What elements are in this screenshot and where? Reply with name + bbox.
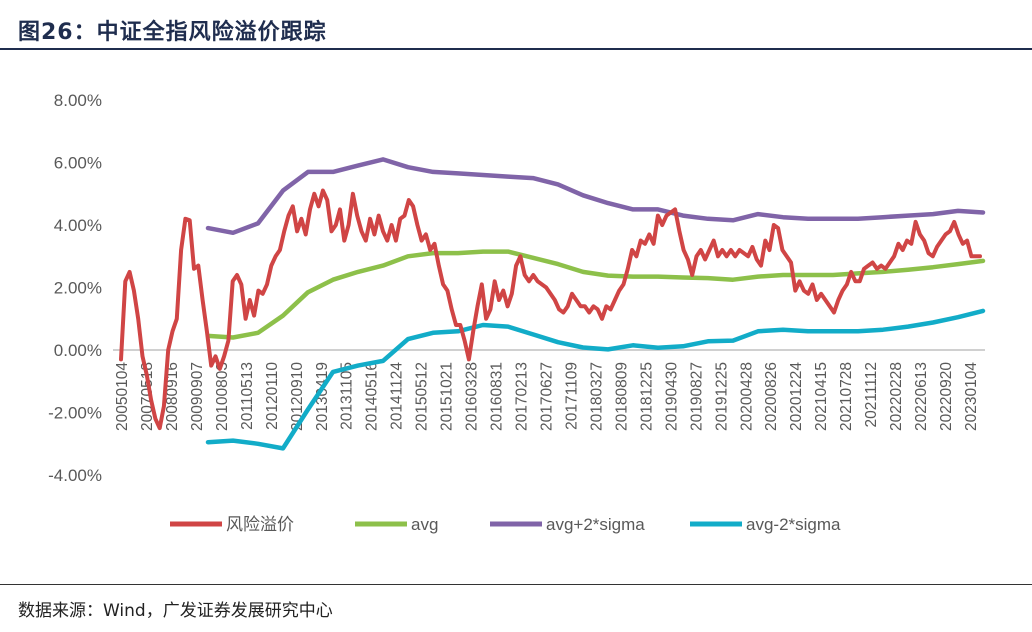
x-tick-label: 20201224 <box>788 362 805 431</box>
x-tick-label: 20191225 <box>713 362 730 431</box>
x-tick-label: 20150512 <box>414 362 431 431</box>
x-tick-label: 20141124 <box>389 362 406 430</box>
x-tick-label: 20230104 <box>963 362 980 431</box>
y-tick-label: 6.00% <box>54 154 102 173</box>
x-tick-label: 20070518 <box>139 362 156 431</box>
x-tick-label: 20131105 <box>339 362 356 430</box>
series-line-risk-premium <box>119 188 982 431</box>
y-axis: 8.00% 6.00% 4.00% 2.00% 0.00% -2.00% -4.00% <box>48 91 985 485</box>
legend: 风险溢价 avg avg+2*sigma avg-2*sigma <box>170 515 841 534</box>
x-tick-label: 20181225 <box>638 362 655 431</box>
y-tick-label: -2.00% <box>48 404 102 423</box>
x-tick-label: 20160831 <box>489 362 506 431</box>
legend-label: avg-2*sigma <box>746 515 841 534</box>
x-tick-label: 20220228 <box>888 362 905 431</box>
y-tick-label: 0.00% <box>54 341 102 360</box>
series-line-avg-minus-2sigma <box>205 308 986 451</box>
source-note: 数据来源：Wind，广发证券发展研究中心 <box>18 601 333 621</box>
x-tick-label: 20090907 <box>189 362 206 431</box>
x-tick-label: 20171109 <box>563 362 580 430</box>
x-tick-label: 20140516 <box>364 362 381 431</box>
y-tick-label: 8.00% <box>54 91 102 110</box>
series-line-avg-plus-2sigma <box>205 157 986 236</box>
x-tick-label: 20200826 <box>763 362 780 431</box>
legend-label: avg <box>411 515 438 534</box>
x-tick-label: 20190430 <box>663 362 680 431</box>
y-tick-label: -4.00% <box>48 466 102 485</box>
legend-item: avg-2*sigma <box>690 515 841 534</box>
chart-title: 图26：中证全指风险溢价跟踪 <box>18 20 327 45</box>
y-tick-label: 2.00% <box>54 279 102 298</box>
x-tick-label: 20080916 <box>164 362 181 431</box>
title-divider <box>0 48 1032 50</box>
legend-item: 风险溢价 <box>170 515 294 534</box>
x-tick-label: 20180809 <box>613 362 630 431</box>
x-tick-label: 20151021 <box>439 362 456 431</box>
x-tick-label: 20100803 <box>214 362 231 431</box>
x-tick-label: 20050104 <box>114 362 131 431</box>
legend-item: avg+2*sigma <box>490 515 645 534</box>
line-chart: 8.00% 6.00% 4.00% 2.00% 0.00% -2.00% -4.00% 20… <box>48 91 986 534</box>
x-tick-label: 20180327 <box>588 362 605 431</box>
x-tick-label: 20170627 <box>538 362 555 431</box>
x-tick-label: 20220920 <box>938 362 955 431</box>
x-tick-label: 20110513 <box>239 362 256 430</box>
legend-label: 风险溢价 <box>226 515 294 534</box>
series-lines <box>119 157 986 451</box>
x-tick-label: 20211112 <box>863 362 880 428</box>
legend-item: avg <box>355 515 438 534</box>
legend-label: avg+2*sigma <box>546 515 645 534</box>
x-tick-label: 20210415 <box>813 362 830 431</box>
x-tick-label: 20170213 <box>514 362 531 431</box>
x-tick-label: 20120110 <box>264 362 281 430</box>
x-tick-label: 20210728 <box>838 362 855 431</box>
y-tick-label: 4.00% <box>54 216 102 235</box>
footer-divider <box>0 584 1032 585</box>
x-tick-label: 20160328 <box>464 362 481 431</box>
x-axis: 20050104 20070518 20080916 20090907 20100803… <box>114 362 980 431</box>
x-tick-label: 20120910 <box>289 362 306 431</box>
x-tick-label: 20200428 <box>738 362 755 431</box>
x-tick-label: 20220613 <box>913 362 930 431</box>
x-tick-label: 20190827 <box>688 362 705 431</box>
